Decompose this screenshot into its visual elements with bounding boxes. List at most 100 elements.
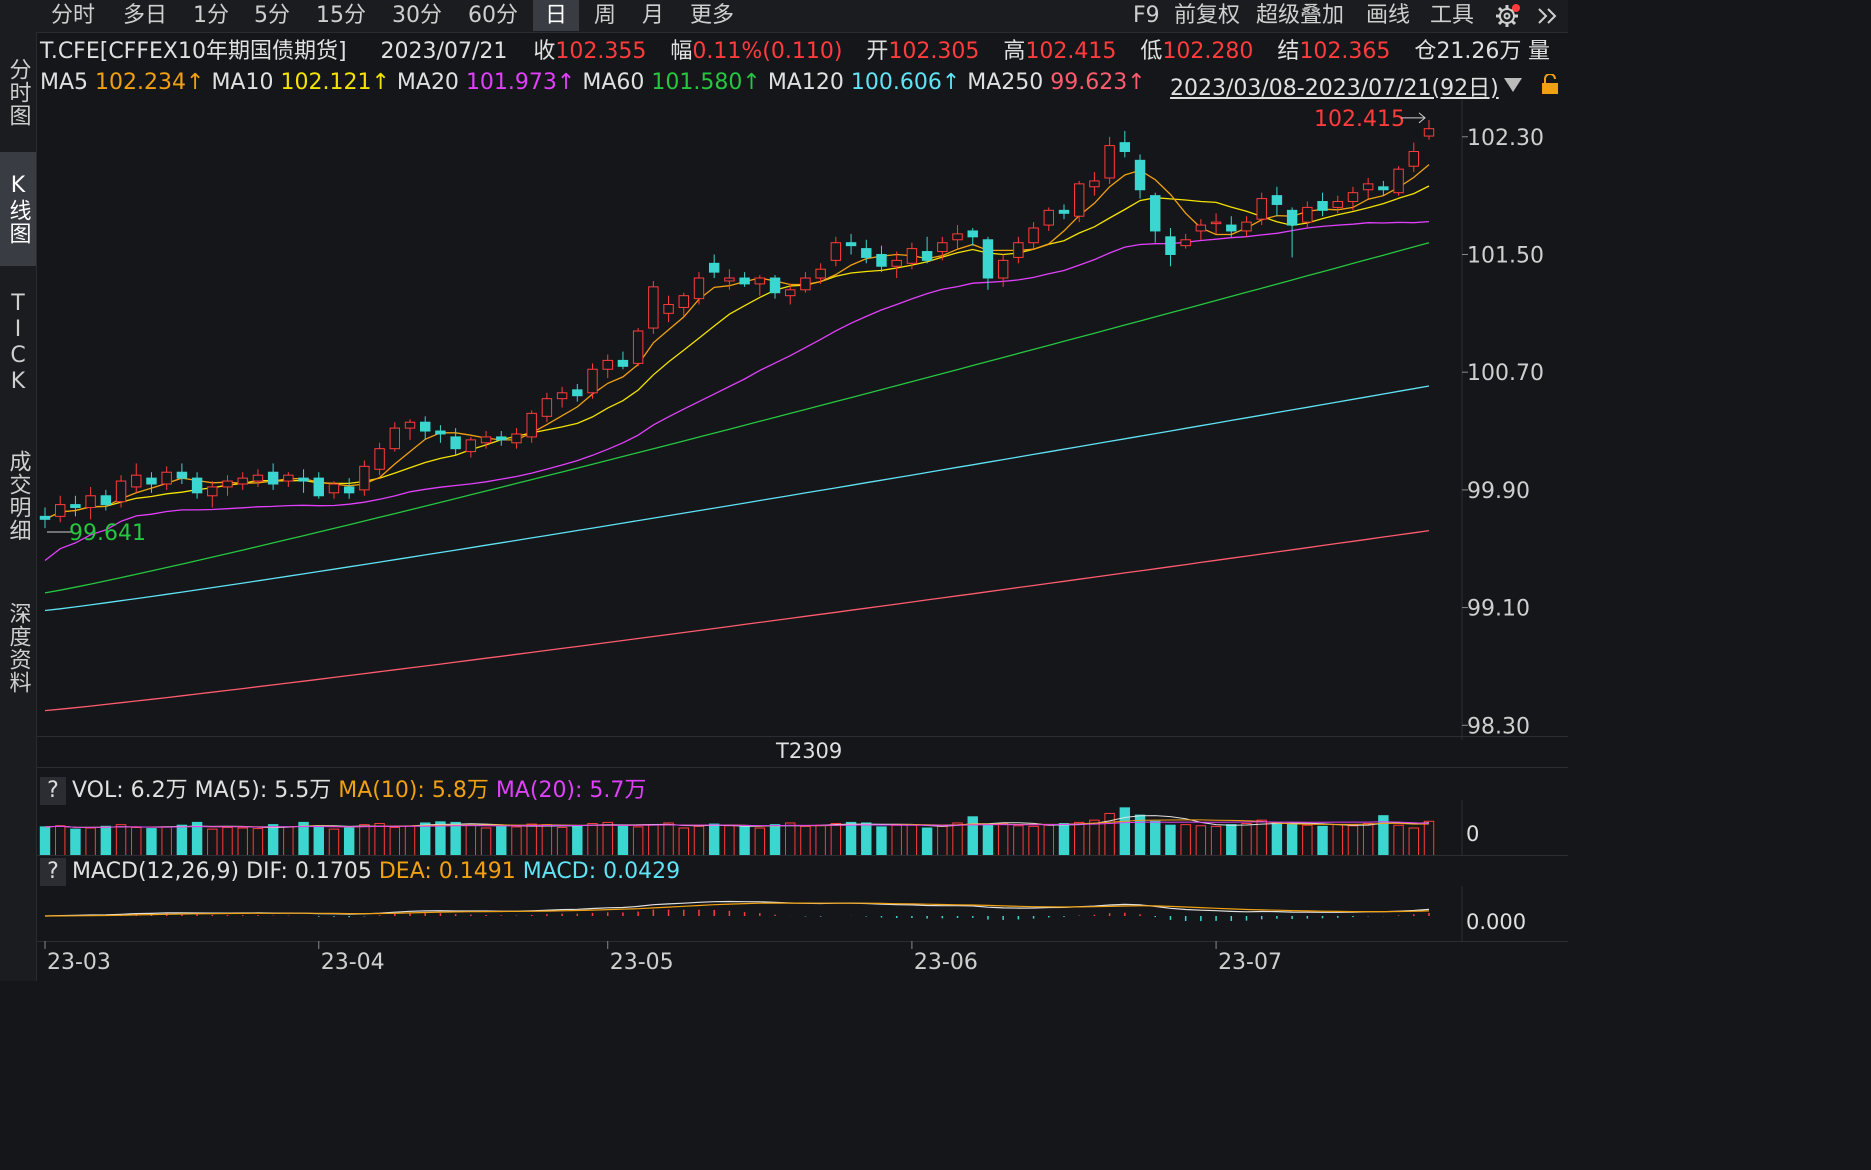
- candle: [708, 254, 720, 279]
- high-label: 高: [1003, 39, 1026, 64]
- quote-date: 2023/07/21: [380, 39, 508, 64]
- tools-button[interactable]: 工具: [1430, 3, 1475, 28]
- candle: [587, 363, 598, 399]
- candle: [1013, 236, 1024, 264]
- lock-icon[interactable]: [1538, 74, 1562, 96]
- candle-body: [1089, 180, 1100, 188]
- candle-body: [1332, 201, 1343, 208]
- candle-body: [176, 471, 188, 479]
- double-chevron-right-icon[interactable]: [1536, 6, 1560, 26]
- forward-adjust-button[interactable]: 前复权: [1174, 3, 1241, 28]
- vol-ma5: MA(5): 5.5万: [194, 778, 332, 803]
- drawing-button[interactable]: 画线: [1366, 3, 1411, 28]
- candle: [739, 272, 750, 287]
- volume-legend: ? VOL: 6.2万 MA(5): 5.5万 MA(10): 5.8万 MA(2…: [40, 772, 646, 805]
- candle: [1423, 119, 1435, 140]
- top-toolbar: 分时 多日 1分 5分 15分 30分 60分 日 周 月 更多 F9 前复权 …: [0, 0, 1568, 33]
- candle: [1256, 192, 1267, 226]
- candle: [1271, 186, 1283, 217]
- volume-bar: [1195, 825, 1207, 856]
- candle: [861, 239, 872, 264]
- period-tab-month[interactable]: 月: [641, 3, 664, 28]
- period-tab-5min[interactable]: 5分: [254, 3, 290, 28]
- left-tab-depth-info[interactable]: 深度资料: [5, 602, 31, 694]
- left-tab-timeshare[interactable]: 分时图: [5, 57, 31, 127]
- candle-body: [617, 359, 629, 367]
- volume-bar: [298, 821, 309, 856]
- candle-body: [1134, 159, 1146, 191]
- period-tab-15min[interactable]: 15分: [316, 3, 366, 28]
- left-tab-kline[interactable]: K线图: [0, 152, 36, 266]
- period-tab-week[interactable]: 周: [593, 3, 616, 28]
- period-tab-30min[interactable]: 30分: [392, 3, 442, 28]
- symbol-name: T.CFE[CFFEX10年期国债期货]: [40, 39, 347, 64]
- candle: [785, 283, 796, 305]
- volume-bar: [131, 826, 142, 856]
- left-tab-trade-detail[interactable]: 成交明细: [5, 450, 31, 542]
- volume-bar: [374, 823, 385, 856]
- candle-body: [450, 436, 461, 450]
- vol-ma20: MA(20): 5.7万: [495, 778, 647, 803]
- candle: [176, 463, 188, 484]
- candle: [39, 507, 51, 529]
- candle-body: [1210, 221, 1222, 225]
- super-overlay-button[interactable]: 超级叠加: [1256, 3, 1345, 28]
- candle-body: [1226, 224, 1237, 232]
- ma10-value: 102.121↑: [280, 70, 390, 95]
- volume-bar: [1013, 825, 1024, 856]
- candle-body: [1073, 183, 1085, 217]
- candle-body: [207, 486, 218, 497]
- gear-icon[interactable]: [1494, 3, 1522, 29]
- ma20-line: [44, 220, 1430, 562]
- candle-body: [921, 251, 933, 261]
- period-tab-1min[interactable]: 1分: [193, 3, 229, 28]
- volume-bar: [328, 828, 340, 856]
- candle-body: [1393, 168, 1404, 194]
- candle-body: [1271, 195, 1283, 205]
- candle-body: [1104, 145, 1115, 179]
- candle: [1332, 195, 1343, 214]
- macd-chart[interactable]: [37, 886, 1568, 942]
- volume-chart[interactable]: [37, 800, 1568, 856]
- candle: [526, 410, 537, 443]
- volume-bar: [830, 823, 842, 856]
- volume-bar: [1043, 824, 1054, 856]
- volume-help-button[interactable]: ?: [40, 777, 66, 805]
- candle: [222, 475, 233, 496]
- candle: [891, 251, 902, 279]
- date-range-selector[interactable]: 2023/03/08-2023/07/21(92日): [1170, 76, 1499, 101]
- candle: [480, 431, 492, 449]
- candle-body: [54, 504, 66, 517]
- candle: [374, 442, 385, 476]
- period-tab-fenshi[interactable]: 分时: [50, 3, 95, 28]
- macd-dif: DIF: 0.1705: [246, 859, 372, 884]
- candle: [1286, 207, 1298, 258]
- candle: [1119, 130, 1131, 158]
- left-tab-tick[interactable]: TICK: [5, 291, 31, 395]
- dropdown-triangle-icon[interactable]: [1502, 76, 1524, 94]
- candle-body: [283, 474, 294, 482]
- candle: [404, 419, 416, 440]
- period-tab-multiday[interactable]: 多日: [122, 3, 167, 28]
- candle: [967, 228, 978, 246]
- f9-button[interactable]: F9: [1133, 3, 1160, 28]
- volume-bar: [1393, 824, 1404, 856]
- macd-help-button[interactable]: ?: [40, 858, 66, 886]
- quote-row: T.CFE[CFFEX10年期国债期货] 2023/07/21 收102.355…: [40, 33, 1521, 65]
- candle: [952, 225, 963, 249]
- period-tab-day[interactable]: 日: [533, 0, 579, 31]
- volume-bar: [343, 827, 355, 856]
- volume-bar: [739, 826, 750, 856]
- candle: [389, 422, 401, 452]
- volume-bar: [724, 825, 735, 856]
- y-tick-label: 99.90: [1467, 479, 1530, 504]
- change-value: 0.11%(0.110): [692, 39, 843, 64]
- volume-bar: [632, 826, 644, 856]
- candle-body: [131, 474, 142, 488]
- candle: [85, 486, 96, 520]
- kline-chart[interactable]: 102.30 101.50 100.70 99.90 99.10 98.30 102.41…: [37, 100, 1568, 740]
- period-tab-60min[interactable]: 60分: [468, 3, 518, 28]
- period-tab-more[interactable]: 更多: [689, 3, 734, 28]
- volume-bar: [1362, 823, 1374, 856]
- macd-value: MACD: 0.0429: [522, 859, 681, 884]
